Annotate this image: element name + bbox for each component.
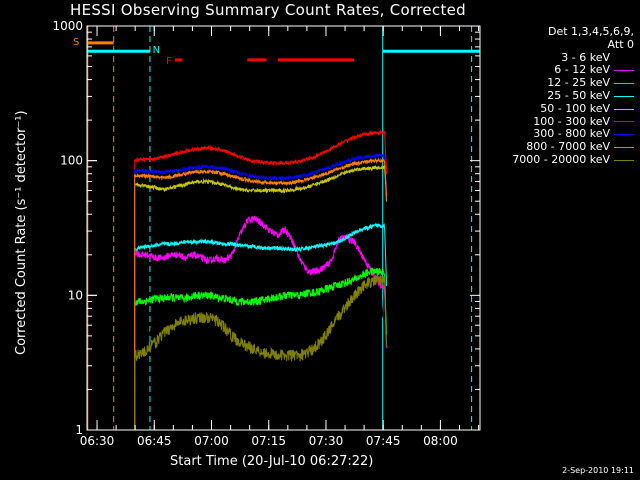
legend: Det 1,3,4,5,6,9, Att 0 3 - 6 keV 6 - 12 k… bbox=[512, 25, 634, 167]
legend-label: 3 - 6 keV bbox=[561, 50, 610, 64]
series-group bbox=[134, 129, 387, 430]
y-axis-label: Corrected Count Rate (s⁻¹ detector⁻¹) bbox=[14, 110, 29, 355]
legend-swatch bbox=[614, 159, 634, 161]
legend-label: 6 - 12 keV bbox=[554, 63, 610, 77]
legend-swatch bbox=[614, 147, 634, 149]
legend-entry: 7000 - 20000 keV bbox=[512, 152, 634, 167]
saa-flag-label: S bbox=[73, 37, 79, 48]
legend-label: 50 - 100 keV bbox=[540, 101, 610, 115]
x-tick-label: 06:45 bbox=[137, 434, 172, 448]
x-tick-label: 08:00 bbox=[423, 434, 458, 448]
legend-label: 800 - 7000 keV bbox=[526, 140, 610, 154]
y-tick-label: 100 bbox=[60, 154, 83, 168]
legend-entry: 800 - 7000 keV bbox=[512, 140, 634, 154]
legend-label: 7000 - 20000 keV bbox=[512, 152, 610, 166]
legend-entry: 25 - 50 keV bbox=[512, 88, 634, 103]
x-tick-label: 07:30 bbox=[309, 434, 344, 448]
legend-swatch bbox=[614, 95, 634, 97]
flag-lines-group: S NF bbox=[73, 26, 480, 430]
series-line-7 bbox=[134, 157, 387, 430]
legend-entry: 50 - 100 keV bbox=[512, 101, 634, 116]
legend-label: 25 - 50 keV bbox=[547, 88, 610, 102]
legend-entry: 12 - 25 keV bbox=[512, 76, 634, 90]
legend-header-line-1: Det 1,3,4,5,6,9, bbox=[547, 25, 634, 38]
legend-entry: 300 - 800 keV bbox=[512, 128, 634, 141]
legend-swatch bbox=[614, 57, 634, 59]
legend-swatch bbox=[614, 134, 634, 136]
legend-header-line-2: Att 0 bbox=[607, 37, 634, 51]
series-line-2 bbox=[134, 267, 387, 430]
series-line-8 bbox=[134, 274, 387, 430]
plot-frame bbox=[86, 25, 481, 431]
chart-title: HESSI Observing Summary Count Rates, Cor… bbox=[70, 1, 466, 19]
x-tick-label: 07:00 bbox=[194, 434, 229, 448]
axes-group: 1 10 100 1000 06:30 06:45 07:00 07:15 07:30 07:45… bbox=[52, 19, 481, 448]
y-tick-label: 1 bbox=[75, 423, 83, 437]
legend-swatch bbox=[614, 83, 634, 85]
night-flag-label: N bbox=[153, 45, 160, 56]
legend-swatch bbox=[614, 108, 634, 110]
series-line-6 bbox=[134, 153, 387, 430]
legend-entry: 100 - 300 keV bbox=[512, 114, 634, 129]
legend-label: 100 - 300 keV bbox=[533, 114, 610, 128]
x-tick-label: 07:15 bbox=[251, 434, 286, 448]
legend-label: 300 - 800 keV bbox=[533, 127, 610, 141]
plot-timestamp: 2-Sep-2010 19:11 bbox=[562, 466, 634, 475]
legend-label: 12 - 25 keV bbox=[547, 76, 610, 90]
legend-entry: 3 - 6 keV bbox=[512, 50, 634, 65]
legend-entry: 6 - 12 keV bbox=[512, 64, 634, 77]
legend-swatch bbox=[614, 70, 634, 72]
x-tick-label: 06:30 bbox=[80, 434, 115, 448]
legend-swatch bbox=[614, 121, 634, 123]
x-axis-label: Start Time (20-Jul-10 06:27:22) bbox=[170, 454, 374, 469]
y-tick-label: 10 bbox=[68, 288, 83, 302]
x-tick-label: 07:45 bbox=[366, 434, 401, 448]
y-tick-label: 1000 bbox=[52, 19, 83, 33]
flare-flag-label: F bbox=[166, 56, 172, 67]
